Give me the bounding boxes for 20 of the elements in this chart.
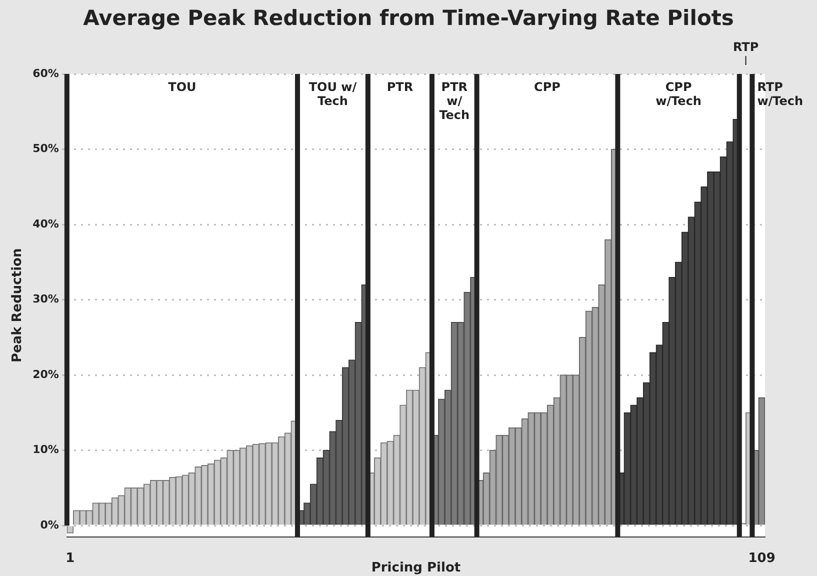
chart-title: Average Peak Reduction from Time-Varying Rate Pilots — [82, 6, 735, 30]
annotation: TOU — [168, 80, 196, 94]
y-axis-title: Peak Reduction — [10, 248, 26, 363]
y-tick-label: 50% — [32, 142, 59, 156]
y-tick-label: 10% — [32, 443, 59, 456]
x-axis-title: Pricing Pilot — [371, 560, 461, 576]
annotation: PTR w/ Tech — [439, 80, 470, 122]
y-tick-label: 60% — [32, 66, 59, 80]
annotation: TOU w/ Tech — [308, 80, 358, 108]
y-tick-label: 20% — [32, 368, 59, 381]
y-tick-label: 40% — [32, 217, 59, 230]
annotation: RTP w/Tech — [757, 80, 804, 108]
annotation: CPP — [534, 80, 561, 94]
x-tick-label: 109 — [748, 550, 776, 566]
y-tick-label: 30% — [32, 292, 59, 306]
text: RTP — [732, 40, 759, 54]
x-tick-label: 1 — [66, 550, 75, 566]
annotation: PTR — [386, 80, 414, 94]
y-tick-label: 0% — [40, 518, 59, 532]
annotation: CPP w/Tech — [656, 80, 702, 108]
